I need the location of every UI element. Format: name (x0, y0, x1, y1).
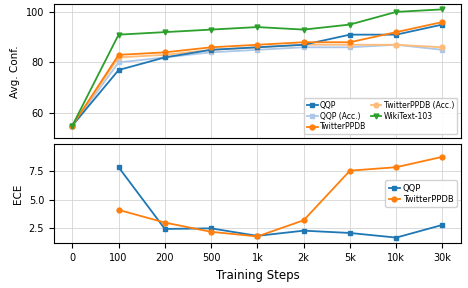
X-axis label: Training Steps: Training Steps (216, 269, 299, 282)
TwitterPPDB (116, 208, 121, 212)
Legend: QQP, QQP (Acc.), TwitterPPDB, TwitterPPDB (Acc.), WikiText-103: QQP, QQP (Acc.), TwitterPPDB, TwitterPPD… (304, 98, 457, 134)
Line: TwitterPPDB: TwitterPPDB (116, 154, 445, 239)
QQP (208, 227, 214, 230)
QQP (255, 234, 260, 238)
Legend: QQP, TwitterPPDB: QQP, TwitterPPDB (385, 180, 457, 207)
QQP (347, 231, 353, 235)
Y-axis label: Avg. Conf.: Avg. Conf. (10, 45, 20, 98)
QQP (394, 236, 399, 239)
QQP (162, 227, 168, 231)
Line: QQP: QQP (116, 165, 445, 240)
TwitterPPDB (208, 230, 214, 234)
TwitterPPDB (255, 235, 260, 238)
TwitterPPDB (347, 169, 353, 173)
QQP (116, 166, 121, 169)
TwitterPPDB (162, 221, 168, 224)
TwitterPPDB (394, 166, 399, 169)
TwitterPPDB (301, 219, 307, 222)
Y-axis label: ECE: ECE (13, 183, 23, 204)
QQP (439, 223, 445, 227)
QQP (301, 229, 307, 232)
TwitterPPDB (439, 155, 445, 158)
